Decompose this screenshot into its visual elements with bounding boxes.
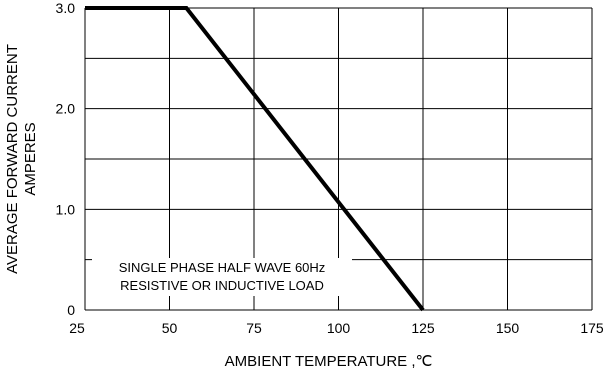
x-tick-label: 175 xyxy=(580,320,603,336)
y-tick-label: 3.0 xyxy=(56,0,76,16)
annotation-line-1: SINGLE PHASE HALF WAVE 60Hz xyxy=(119,260,326,275)
y-tick-label: 2.0 xyxy=(56,101,76,117)
annotation-line-2: RESISTIVE OR INDUCTIVE LOAD xyxy=(120,278,324,293)
x-tick-label: 75 xyxy=(246,320,262,336)
tick-labels: 25 50 75 100 125 150 175 0 1.0 2.0 3.0 xyxy=(56,0,603,336)
x-axis-label: AMBIENT TEMPERATURE ,℃ xyxy=(225,353,433,370)
annotation-background xyxy=(92,258,352,296)
x-tick-label: 25 xyxy=(69,320,85,336)
y-tick-label: 1.0 xyxy=(56,201,76,217)
y-tick-label: 0 xyxy=(67,302,75,318)
grid xyxy=(84,7,593,311)
x-tick-label: 125 xyxy=(411,320,435,336)
x-tick-label: 150 xyxy=(496,320,520,336)
x-tick-label: 100 xyxy=(327,320,351,336)
y-axis-label-line-1: AVERAGE FORWARD CURRENT xyxy=(4,44,21,274)
series-line xyxy=(85,6,425,312)
y-axis-label-line-2: AMPERES xyxy=(22,122,39,195)
x-tick-label: 50 xyxy=(162,320,178,336)
